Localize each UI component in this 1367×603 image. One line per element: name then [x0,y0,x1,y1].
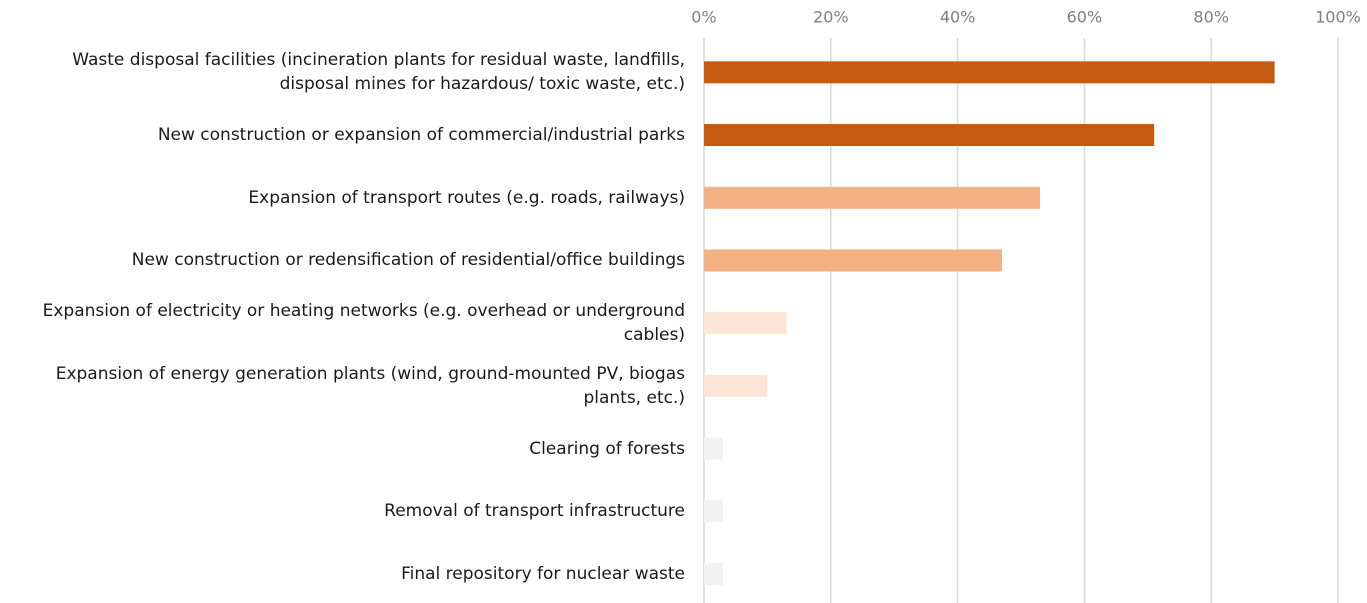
x-tick-label: 80% [1193,8,1229,27]
x-tick-label: 0% [691,8,716,27]
bar [704,562,724,585]
y-tick-label: Expansion of electricity or heating netw… [42,301,685,346]
bar [704,124,1155,147]
y-tick-label: Removal of transport infrastructure [384,501,685,522]
bar [704,249,1002,272]
y-tick-label: Clearing of forests [529,438,685,459]
category-row: New construction or expansion of commerc… [0,104,685,167]
category-row: Final repository for nuclear waste [0,543,685,603]
category-row: Expansion of energy generation plants (w… [0,355,685,418]
category-row: Expansion of transport routes (e.g. road… [0,166,685,229]
x-tick-label: 60% [1067,8,1103,27]
bar [704,312,787,335]
category-row: Removal of transport infrastructure [0,480,685,543]
y-tick-label: New construction or redensification of r… [131,250,685,271]
bar [704,437,724,460]
x-tick-label: 100% [1315,8,1361,27]
bar [704,61,1275,84]
y-tick-label: Expansion of energy generation plants (w… [55,363,685,408]
y-tick-label: Expansion of transport routes (e.g. road… [248,187,685,208]
category-row: Expansion of electricity or heating netw… [0,292,685,355]
x-tick-label: 40% [940,8,976,27]
y-tick-label: New construction or expansion of commerc… [157,125,685,146]
bar [704,500,724,523]
category-row: Clearing of forests [0,417,685,480]
y-tick-label: Waste disposal facilities (incineration … [72,50,685,95]
bar [704,374,768,397]
bar [704,186,1041,209]
category-row: New construction or redensification of r… [0,229,685,292]
x-tick-label: 20% [813,8,849,27]
y-tick-label: Final repository for nuclear waste [401,563,685,584]
category-row: Waste disposal facilities (incineration … [0,41,685,104]
